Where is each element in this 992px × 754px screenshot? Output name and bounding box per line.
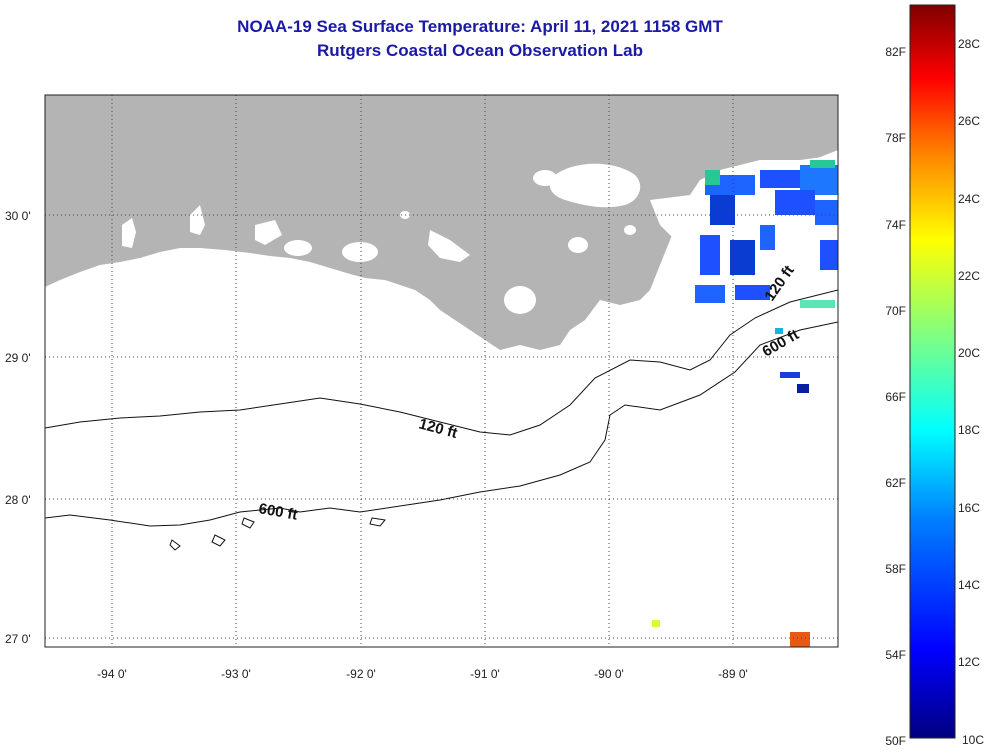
cbar-c-14: 14C [958, 578, 980, 592]
cbar-f-58: 58F [885, 562, 906, 576]
white-lake [284, 240, 312, 256]
land-mass [45, 95, 838, 350]
cbar-f-74: 74F [885, 218, 906, 232]
map-title: NOAA-19 Sea Surface Temperature: April 1… [237, 17, 723, 36]
contour-label-600ft: 600 ft [257, 500, 299, 524]
lake-salvador [568, 237, 588, 253]
cbar-c-26: 26C [958, 114, 980, 128]
calcasieu-lake [122, 218, 136, 248]
graticule [45, 95, 838, 647]
cbar-f-78: 78F [885, 131, 906, 145]
cbar-f-70: 70F [885, 304, 906, 318]
grand-lake [255, 220, 282, 245]
lon-label-90: -90 0' [594, 667, 624, 681]
cbar-c-12: 12C [958, 655, 980, 669]
cbar-f-54: 54F [885, 648, 906, 662]
cbar-c-28: 28C [958, 37, 980, 51]
cbar-f-82: 82F [885, 45, 906, 59]
vermilion-bay [342, 242, 378, 262]
lon-label-91: -91 0' [470, 667, 500, 681]
cbar-c-24: 24C [958, 192, 980, 206]
lat-label-29: 29 0' [5, 351, 31, 365]
cbar-f-50: 50F [885, 734, 906, 748]
colorbar [909, 4, 956, 739]
shoal-3 [241, 517, 255, 529]
cbar-c-22: 22C [958, 269, 980, 283]
shoal-2 [211, 534, 226, 547]
cbar-c-16: 16C [958, 501, 980, 515]
sst-overlay [652, 160, 838, 647]
cbar-c-10: 10C [962, 733, 984, 747]
contour-120ft [45, 289, 838, 436]
lon-label-93: -93 0' [221, 667, 251, 681]
lat-label-28: 28 0' [5, 493, 31, 507]
lon-label-92: -92 0' [346, 667, 376, 681]
cbar-f-66: 66F [885, 390, 906, 404]
shoal-1 [169, 539, 181, 551]
map-subtitle: Rutgers Coastal Ocean Observation Lab [317, 41, 643, 60]
cbar-f-62: 62F [885, 476, 906, 490]
sabine-lake [190, 205, 205, 235]
barataria-bay [504, 286, 536, 314]
lake-pontchartrain [549, 163, 641, 208]
depth-contours [45, 289, 838, 551]
cbar-c-20: 20C [958, 346, 980, 360]
atchafalaya-bay [428, 230, 470, 262]
shoal-4 [369, 517, 386, 527]
lon-label-89: -89 0' [718, 667, 748, 681]
map-frame [44, 94, 839, 648]
lat-label-30: 30 0' [5, 209, 31, 223]
cbar-c-18: 18C [958, 423, 980, 437]
contour-600ft [45, 321, 838, 527]
lon-label-94: -94 0' [97, 667, 127, 681]
lat-label-27: 27 0' [5, 632, 31, 646]
marsh-lake-2 [624, 225, 636, 235]
lake-maurepas [533, 170, 557, 186]
